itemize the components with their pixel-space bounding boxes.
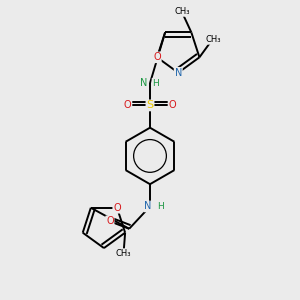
Text: H: H bbox=[152, 79, 159, 88]
Text: O: O bbox=[169, 100, 176, 110]
Text: CH₃: CH₃ bbox=[116, 249, 131, 258]
Text: S: S bbox=[146, 100, 154, 110]
Text: O: O bbox=[113, 203, 121, 213]
Text: N: N bbox=[140, 78, 148, 88]
Text: O: O bbox=[106, 216, 114, 226]
Text: N: N bbox=[175, 68, 182, 78]
Text: N: N bbox=[144, 202, 152, 212]
Text: O: O bbox=[153, 52, 161, 62]
Text: CH₃: CH₃ bbox=[205, 35, 220, 44]
Text: O: O bbox=[124, 100, 131, 110]
Text: CH₃: CH₃ bbox=[175, 7, 190, 16]
Text: H: H bbox=[158, 202, 164, 211]
